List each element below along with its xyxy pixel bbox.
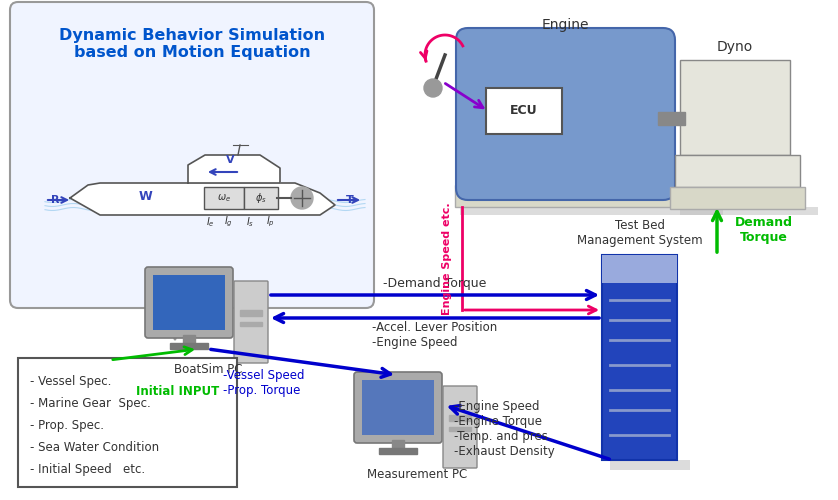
Text: Dynamic Behavior Simulation
based on Motion Equation: Dynamic Behavior Simulation based on Mot… (59, 28, 325, 60)
FancyBboxPatch shape (680, 207, 818, 215)
FancyBboxPatch shape (455, 185, 715, 207)
Polygon shape (170, 343, 208, 349)
Circle shape (291, 187, 313, 209)
Text: -Demand Torque: -Demand Torque (383, 277, 487, 290)
Text: V: V (225, 155, 235, 165)
Text: Engine Speed etc.: Engine Speed etc. (442, 202, 452, 315)
Text: Initial INPUT: Initial INPUT (137, 385, 220, 398)
Text: Dyno: Dyno (716, 40, 753, 54)
Text: BoatSim PC: BoatSim PC (173, 363, 242, 376)
Text: ECU: ECU (510, 104, 538, 118)
Text: Engine: Engine (541, 18, 589, 32)
FancyBboxPatch shape (680, 60, 790, 155)
Text: W: W (138, 190, 152, 203)
Circle shape (424, 79, 442, 97)
Text: -Vessel Speed
-Prop. Torque: -Vessel Speed -Prop. Torque (223, 369, 304, 397)
Text: $\phi_s$: $\phi_s$ (255, 191, 267, 205)
Text: - Initial Speed   etc.: - Initial Speed etc. (30, 463, 145, 476)
FancyBboxPatch shape (670, 187, 805, 209)
Text: $I_g$: $I_g$ (224, 215, 232, 229)
Polygon shape (70, 183, 335, 215)
Text: $I_e$: $I_e$ (205, 215, 215, 229)
FancyBboxPatch shape (204, 187, 244, 209)
Polygon shape (449, 415, 471, 421)
Text: - Prop. Spec.: - Prop. Spec. (30, 419, 104, 432)
Polygon shape (379, 448, 417, 454)
Polygon shape (449, 427, 471, 431)
FancyBboxPatch shape (675, 155, 800, 187)
Polygon shape (160, 300, 190, 340)
Polygon shape (240, 322, 262, 326)
Text: $\omega_e$: $\omega_e$ (217, 192, 231, 204)
FancyBboxPatch shape (153, 275, 225, 330)
FancyBboxPatch shape (234, 281, 268, 363)
Text: Demand
Torque: Demand Torque (735, 216, 793, 244)
Text: -Engine Speed
-Engine Torque
-Temp. and pres.
-Exhaust Density: -Engine Speed -Engine Torque -Temp. and … (454, 400, 555, 458)
FancyBboxPatch shape (145, 267, 233, 338)
FancyBboxPatch shape (18, 358, 237, 487)
FancyBboxPatch shape (354, 372, 442, 443)
FancyBboxPatch shape (460, 207, 723, 215)
Text: $I_p$: $I_p$ (266, 215, 274, 229)
Polygon shape (490, 157, 502, 185)
Text: T: T (346, 195, 354, 205)
Text: Test Bed
Management System: Test Bed Management System (577, 219, 702, 247)
Polygon shape (545, 157, 557, 185)
FancyBboxPatch shape (244, 187, 278, 209)
Text: -Accel. Lever Position
-Engine Speed: -Accel. Lever Position -Engine Speed (372, 321, 498, 349)
Text: - Marine Gear  Spec.: - Marine Gear Spec. (30, 397, 151, 410)
Text: R: R (51, 195, 59, 205)
Polygon shape (658, 112, 685, 125)
FancyBboxPatch shape (610, 460, 690, 470)
FancyBboxPatch shape (602, 255, 677, 283)
FancyBboxPatch shape (10, 2, 374, 308)
Polygon shape (163, 299, 187, 301)
FancyBboxPatch shape (456, 28, 675, 200)
Polygon shape (392, 440, 404, 448)
Text: - Sea Water Condition: - Sea Water Condition (30, 441, 159, 454)
Text: - Vessel Spec.: - Vessel Spec. (30, 375, 111, 388)
FancyBboxPatch shape (602, 255, 677, 460)
Polygon shape (188, 155, 280, 183)
Polygon shape (183, 335, 195, 343)
Polygon shape (240, 310, 262, 316)
Text: Measurement PC: Measurement PC (367, 468, 467, 481)
FancyBboxPatch shape (486, 88, 562, 134)
FancyBboxPatch shape (362, 380, 434, 435)
FancyBboxPatch shape (443, 386, 477, 468)
Text: $I_s$: $I_s$ (246, 215, 254, 229)
